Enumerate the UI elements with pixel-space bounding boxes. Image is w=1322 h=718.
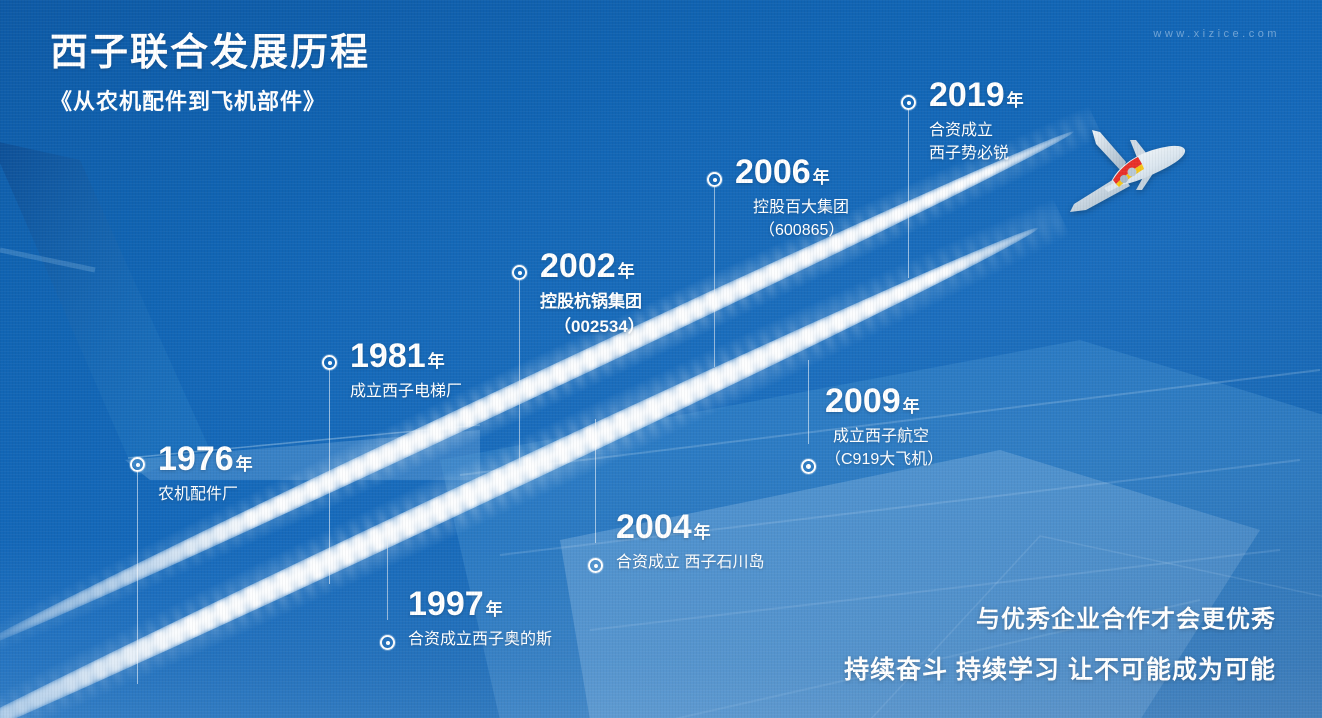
timeline-year-2009: 2009 年	[825, 382, 920, 420]
timeline-leader-2006	[714, 187, 715, 367]
timeline-dot-2019	[901, 95, 916, 110]
timeline-dot-1981	[322, 355, 337, 370]
timeline-leader-2009	[808, 360, 809, 444]
timeline-desc-1981: 成立西子电梯厂	[350, 383, 463, 400]
timeline-desc-2004: 合资成立 西子石川岛	[616, 554, 765, 571]
timeline-dot-1976	[130, 457, 145, 472]
timeline-year-2019: 2019 年	[929, 76, 1024, 114]
airplane-icon	[1064, 128, 1188, 220]
timeline-desc-2002: 控股杭锅集团 （002534）	[540, 292, 645, 336]
timeline-year-2002: 2002 年	[540, 247, 635, 285]
timeline-leader-2002	[519, 280, 520, 472]
timeline-desc-2019: 合资成立 西子势必锐	[929, 122, 1010, 163]
timeline-year-1981: 1981 年	[350, 337, 445, 375]
timeline-dot-2006	[707, 172, 722, 187]
header: 西子联合发展历程 《从农机配件到飞机部件》	[50, 32, 370, 116]
timeline-year-1997: 1997 年	[408, 585, 503, 623]
timeline-desc-1997: 合资成立西子奥的斯	[408, 631, 553, 648]
timeline-leader-1981	[329, 370, 330, 584]
timeline-leader-2019	[908, 110, 909, 278]
timeline-leader-1997	[387, 524, 388, 620]
slogan-line-2: 持续奋斗 持续学习 让不可能成为可能	[844, 656, 1276, 684]
timeline-year-1976: 1976 年	[158, 440, 253, 478]
slogan-line-1: 与优秀企业合作才会更优秀	[976, 606, 1276, 633]
timeline-leader-2004	[595, 419, 596, 543]
background-wing-left	[0, 120, 480, 480]
timeline-dot-2002	[512, 265, 527, 280]
page-subtitle: 《从农机配件到飞机部件》	[50, 88, 327, 114]
slogan: 与优秀企业合作才会更优秀 持续奋斗 持续学习 让不可能成为可能	[844, 599, 1276, 686]
timeline-leader-1976	[137, 472, 138, 684]
watermark: www.xizice.com	[1153, 28, 1280, 40]
timeline-desc-1976: 农机配件厂	[158, 486, 239, 503]
timeline-year-2006: 2006 年	[735, 153, 830, 191]
page-title: 西子联合发展历程	[50, 32, 371, 74]
timeline-dot-2009	[801, 459, 816, 474]
timeline-desc-2009: 成立西子航空 （C919大飞机）	[825, 428, 944, 469]
timeline-dot-1997	[380, 635, 395, 650]
timeline-dot-2004	[588, 558, 603, 573]
timeline-desc-2006: 控股百大集团 （600865）	[753, 199, 850, 240]
timeline-year-2004: 2004 年	[616, 508, 711, 546]
